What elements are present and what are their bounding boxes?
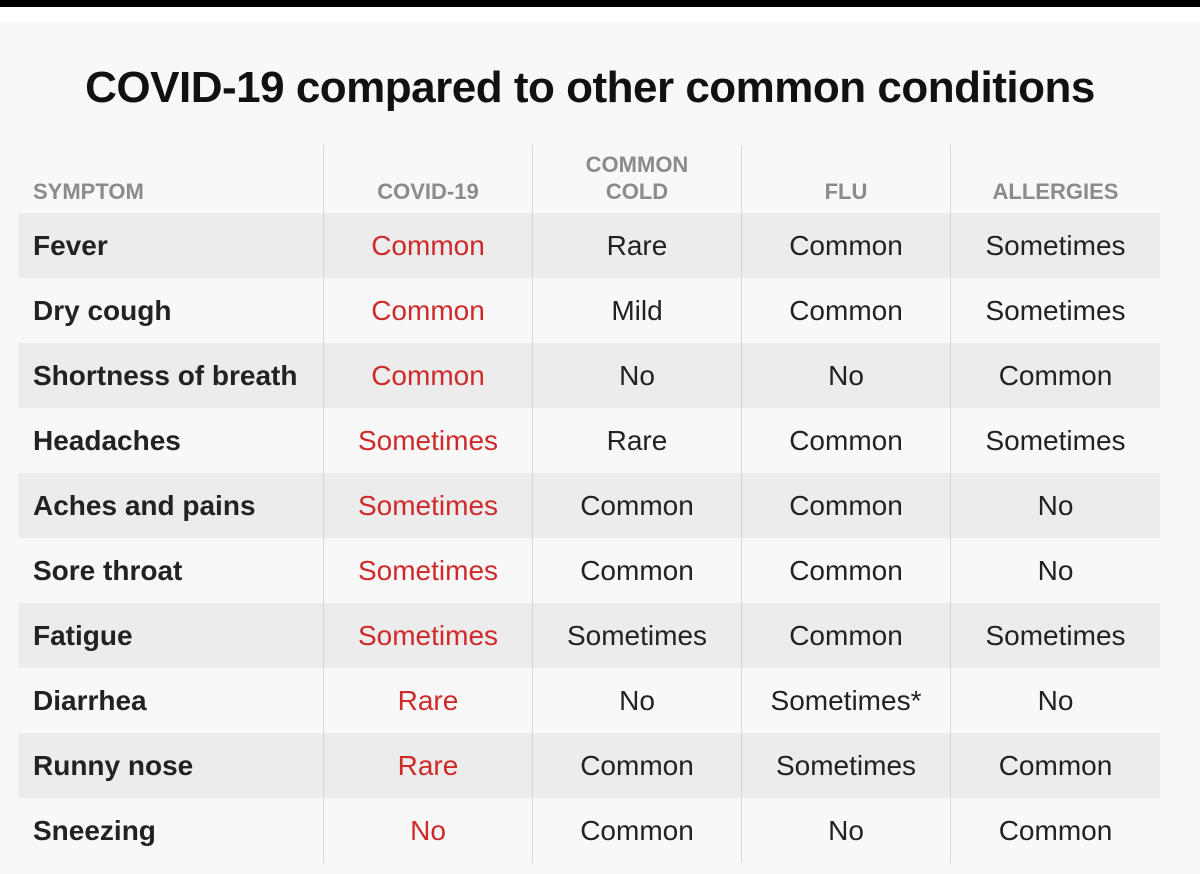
covid-cell: Sometimes	[324, 408, 533, 473]
symptom-cell: Diarrhea	[18, 668, 324, 733]
covid-cell: Sometimes	[324, 603, 533, 668]
table-row: Shortness of breath Common No No Common	[18, 343, 1160, 408]
header-flu: FLU	[742, 145, 951, 213]
header-common-cold-line1: COMMON	[585, 152, 689, 177]
common-cold-cell: Rare	[533, 213, 742, 278]
flu-cell: Common	[742, 213, 951, 278]
table-header-row: SYMPTOM COVID-19 COMMON COLD FLU ALLERGI…	[18, 145, 1160, 213]
covid-cell: Rare	[324, 668, 533, 733]
symptom-cell: Sneezing	[18, 798, 324, 863]
header-symptom: SYMPTOM	[18, 145, 324, 213]
flu-cell: Common	[742, 278, 951, 343]
covid-cell: Sometimes	[324, 538, 533, 603]
common-cold-cell: Common	[533, 798, 742, 863]
common-cold-cell: Mild	[533, 278, 742, 343]
symptom-cell: Fatigue	[18, 603, 324, 668]
allergies-cell: Common	[998, 749, 1113, 781]
comparison-card	[0, 22, 1200, 874]
common-cold-cell: No	[533, 343, 742, 408]
allergies-cell: Sometimes	[985, 619, 1126, 651]
allergies-cell: Sometimes	[985, 294, 1126, 326]
covid-cell: Common	[324, 278, 533, 343]
covid-cell: Common	[324, 213, 533, 278]
common-cold-cell: Common	[533, 733, 742, 798]
covid-cell: Rare	[324, 733, 533, 798]
common-cold-cell: Common	[533, 473, 742, 538]
covid-cell: Sometimes	[324, 473, 533, 538]
table-row: Runny nose Rare Common Sometimes Common	[18, 733, 1160, 798]
allergies-cell: Sometimes	[985, 424, 1126, 456]
page-title: COVID-19 compared to other common condit…	[85, 63, 1095, 112]
table-row: Fatigue Sometimes Sometimes Common Somet…	[18, 603, 1160, 668]
symptom-cell: Aches and pains	[18, 473, 324, 538]
flu-cell: Sometimes	[742, 733, 951, 798]
flu-cell: No	[742, 798, 951, 863]
covid-cell: Common	[324, 343, 533, 408]
flu-cell: Common	[742, 603, 951, 668]
table-row: Fever Common Rare Common Sometimes	[18, 213, 1160, 278]
flu-cell: Common	[742, 408, 951, 473]
common-cold-cell: Sometimes	[533, 603, 742, 668]
symptom-cell: Sore throat	[18, 538, 324, 603]
allergies-cell: No	[1037, 684, 1074, 716]
symptom-comparison-table: SYMPTOM COVID-19 COMMON COLD FLU ALLERGI…	[18, 145, 1160, 863]
symptom-cell: Shortness of breath	[18, 343, 324, 408]
header-common-cold: COMMON COLD	[533, 145, 742, 213]
allergies-cell: Common	[998, 359, 1113, 391]
symptom-cell: Headaches	[18, 408, 324, 473]
symptom-cell: Fever	[18, 213, 324, 278]
table-row: Aches and pains Sometimes Common Common …	[18, 473, 1160, 538]
allergies-cell: No	[1037, 489, 1074, 521]
common-cold-cell: No	[533, 668, 742, 733]
allergies-cell: Sometimes	[985, 229, 1126, 261]
covid-cell: No	[324, 798, 533, 863]
header-allergies: ALLERGIES	[992, 179, 1119, 204]
header-covid: COVID-19	[324, 145, 533, 213]
symptom-cell: Dry cough	[18, 278, 324, 343]
common-cold-cell: Rare	[533, 408, 742, 473]
table-row: Dry cough Common Mild Common Sometimes	[18, 278, 1160, 343]
allergies-cell: Common	[998, 814, 1113, 846]
flu-cell: No	[742, 343, 951, 408]
symptom-cell: Runny nose	[18, 733, 324, 798]
flu-cell: Common	[742, 473, 951, 538]
flu-cell: Sometimes*	[742, 668, 951, 733]
header-common-cold-line2: COLD	[605, 179, 669, 204]
flu-cell: Common	[742, 538, 951, 603]
table-row: Diarrhea Rare No Sometimes* No	[18, 668, 1160, 733]
table-row: Sneezing No Common No Common	[18, 798, 1160, 863]
top-border-bar	[0, 0, 1200, 7]
common-cold-cell: Common	[533, 538, 742, 603]
table-row: Sore throat Sometimes Common Common No	[18, 538, 1160, 603]
allergies-cell: No	[1037, 554, 1074, 586]
table-row: Headaches Sometimes Rare Common Sometime…	[18, 408, 1160, 473]
